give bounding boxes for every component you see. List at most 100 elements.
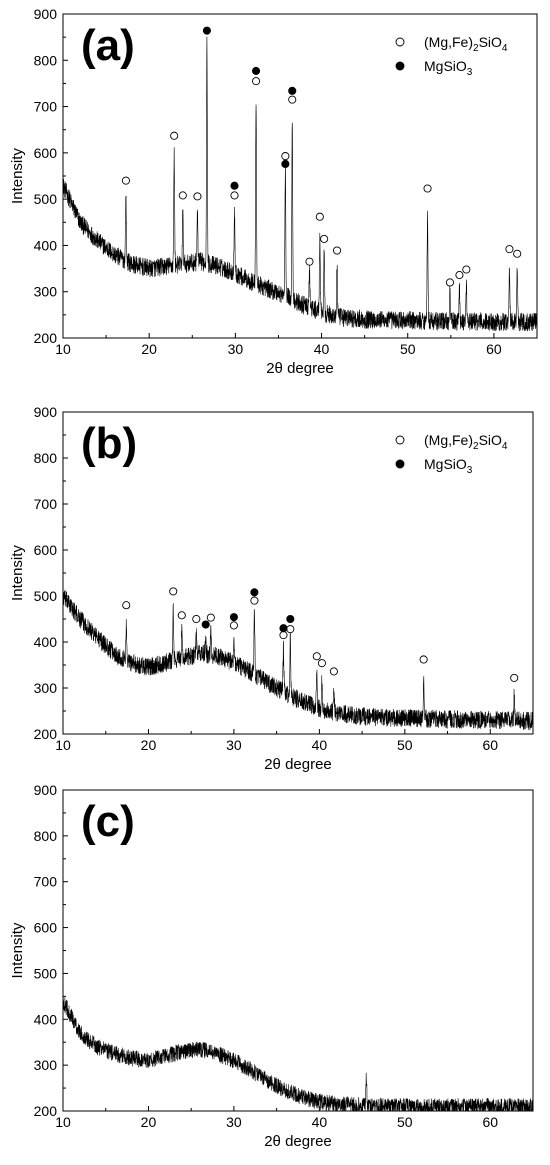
open-circle-marker: [286, 625, 295, 634]
y-axis-title: Intensity: [9, 922, 26, 978]
open-circle-marker: [320, 234, 329, 243]
chart-panel: 10 20 30 40 50 60 200 300 400 500 600 700 800 900 2θ d…: [9, 6, 538, 377]
y-tick-label: 200: [34, 1103, 58, 1119]
legend-filled-circle-icon: [395, 61, 405, 71]
x-tick-label: 30: [226, 1114, 242, 1130]
open-circle-marker: [169, 587, 178, 596]
legend-label: MgSiO3: [424, 456, 473, 476]
y-tick-label: 500: [34, 191, 58, 207]
y-tick-label: 600: [34, 542, 58, 558]
y-axis-title: Intensity: [9, 148, 26, 204]
y-tick-label: 700: [34, 874, 58, 890]
legend-filled-circle-icon: [395, 459, 405, 469]
x-tick-label: 20: [141, 341, 157, 357]
open-circle-marker: [423, 184, 432, 193]
x-tick-label: 60: [486, 341, 502, 357]
open-circle-marker: [317, 659, 326, 668]
y-tick-label: 200: [34, 726, 58, 742]
x-tick-label: 60: [482, 1114, 498, 1130]
x-tick-label: 30: [228, 341, 244, 357]
open-circle-marker: [505, 245, 514, 254]
filled-circle-marker: [202, 26, 211, 35]
open-circle-marker: [288, 95, 297, 104]
x-axis-title: 2θ degree: [264, 756, 332, 773]
x-tick-label: 10: [55, 341, 71, 357]
legend-label: (Mg,Fe)2SiO4: [424, 432, 508, 452]
open-circle-marker: [177, 611, 186, 620]
open-circle-marker: [455, 271, 464, 280]
y-tick-label: 900: [34, 6, 58, 22]
filled-circle-marker: [201, 620, 210, 629]
filled-circle-marker: [281, 159, 290, 169]
y-tick-label: 600: [34, 920, 58, 936]
y-tick-label: 400: [34, 634, 58, 650]
x-axis-title: 2θ degree: [264, 1133, 332, 1150]
open-circle-marker: [121, 176, 130, 185]
open-circle-marker: [122, 601, 131, 610]
x-tick-label: 60: [482, 737, 498, 753]
panel-label: (b): [81, 419, 137, 468]
open-circle-marker: [206, 613, 215, 622]
open-circle-marker: [419, 655, 428, 664]
y-tick-label: 400: [34, 237, 58, 253]
open-circle-marker: [251, 77, 261, 86]
chart-panel: 10 20 30 40 50 60 200 300 400 500 600 700 800 900 2θ d…: [9, 404, 534, 773]
open-circle-marker: [230, 191, 239, 200]
x-tick-label: 40: [314, 341, 330, 357]
y-tick-label: 300: [34, 1057, 58, 1073]
filled-circle-marker: [279, 624, 288, 633]
open-circle-marker: [250, 596, 259, 605]
y-tick-label: 300: [34, 680, 58, 696]
legend-label: (Mg,Fe)2SiO4: [424, 34, 508, 54]
xrd-trace: [62, 993, 534, 1113]
x-tick-label: 40: [312, 1114, 328, 1130]
panel-label: (c): [81, 797, 135, 846]
y-tick-label: 800: [34, 52, 58, 68]
y-tick-label: 600: [34, 145, 58, 161]
x-tick-label: 40: [312, 737, 328, 753]
legend-label: MgSiO3: [424, 58, 473, 78]
y-tick-label: 800: [34, 828, 58, 844]
xrd-trace: [62, 36, 538, 332]
x-tick-label: 50: [397, 1114, 413, 1130]
y-tick-label: 900: [34, 404, 58, 420]
y-tick-label: 900: [34, 782, 58, 798]
y-tick-label: 500: [34, 965, 58, 981]
y-tick-label: 300: [34, 284, 58, 300]
open-circle-marker: [193, 192, 202, 201]
y-tick-label: 700: [34, 496, 58, 512]
filled-circle-marker: [286, 614, 295, 624]
open-circle-marker: [315, 212, 324, 221]
y-tick-label: 400: [34, 1011, 58, 1027]
x-axis-title: 2θ degree: [266, 360, 334, 377]
y-tick-label: 800: [34, 450, 58, 466]
x-tick-label: 50: [400, 341, 416, 357]
open-circle-marker: [462, 265, 471, 274]
panel-label: (a): [81, 21, 135, 70]
filled-circle-marker: [230, 181, 239, 190]
x-tick-label: 10: [55, 737, 71, 753]
x-tick-label: 20: [141, 737, 157, 753]
y-tick-label: 700: [34, 99, 58, 115]
open-circle-marker: [305, 257, 314, 266]
filled-circle-marker: [250, 588, 259, 597]
legend-open-circle-icon: [395, 435, 405, 445]
y-tick-label: 200: [34, 330, 58, 346]
filled-circle-marker: [288, 86, 297, 95]
open-circle-marker: [333, 246, 342, 255]
open-circle-marker: [229, 621, 238, 630]
open-circle-marker: [170, 131, 179, 140]
xrd-trace: [62, 589, 534, 731]
x-tick-label: 10: [55, 1114, 71, 1130]
open-circle-marker: [281, 152, 290, 161]
legend-open-circle-icon: [395, 37, 405, 47]
open-circle-marker: [192, 614, 201, 624]
open-circle-marker: [279, 631, 288, 640]
open-circle-marker: [178, 191, 187, 200]
open-circle-marker: [445, 278, 455, 287]
filled-circle-marker: [251, 66, 261, 75]
open-circle-marker: [312, 652, 321, 661]
filled-circle-marker: [229, 613, 238, 622]
open-circle-marker: [513, 249, 522, 258]
